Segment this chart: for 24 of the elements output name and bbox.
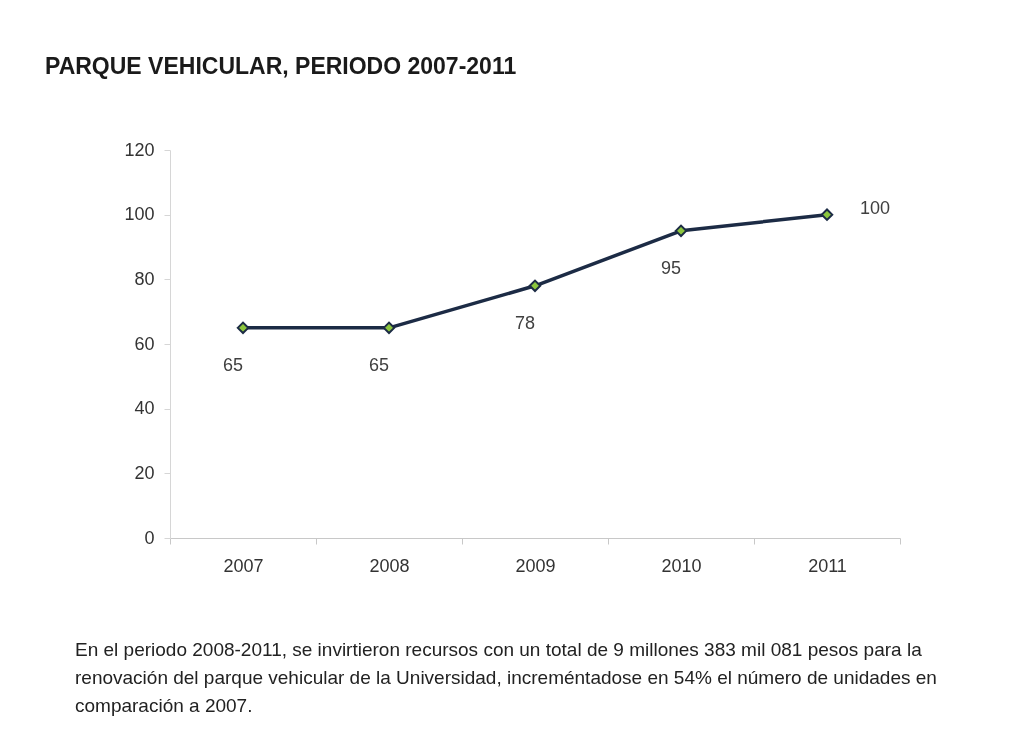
data-label: 65 — [222, 354, 244, 375]
y-tick-label: 0 — [144, 527, 155, 548]
y-tick-label: 40 — [134, 398, 155, 419]
point — [528, 279, 542, 293]
data-label: 78 — [514, 312, 536, 333]
data-label: 100 — [859, 197, 891, 218]
x-tick-label: 2008 — [369, 555, 410, 576]
x-tick-label: 2011 — [808, 555, 847, 576]
y-tick-label: 120 — [124, 139, 155, 160]
point — [820, 208, 834, 221]
point — [382, 321, 396, 335]
chart-title: PARQUE VEHICULAR, PERIODO 2007-2011 — [45, 53, 517, 79]
data-label: 95 — [660, 257, 682, 278]
y-tick-label: 20 — [134, 462, 155, 483]
point — [236, 321, 250, 335]
data-label: 65 — [368, 354, 390, 375]
text: En el periodo 2008-2011, se invirtieron recursos con un total de 9 millones 383 mil 081 pesos para la renovación del parque vehicular de la Universidad, increméntadose en 54% el número de unidades en comparación a 2007. — [75, 639, 937, 716]
x-tick-label: 2007 — [223, 555, 264, 576]
x-tick-label: 2010 — [661, 555, 702, 576]
y-tick-label: 100 — [124, 204, 155, 225]
y-tick-label: 60 — [134, 333, 155, 354]
point — [674, 224, 688, 238]
x-tick-label: 2009 — [515, 555, 556, 576]
y-tick-label: 80 — [134, 268, 155, 289]
